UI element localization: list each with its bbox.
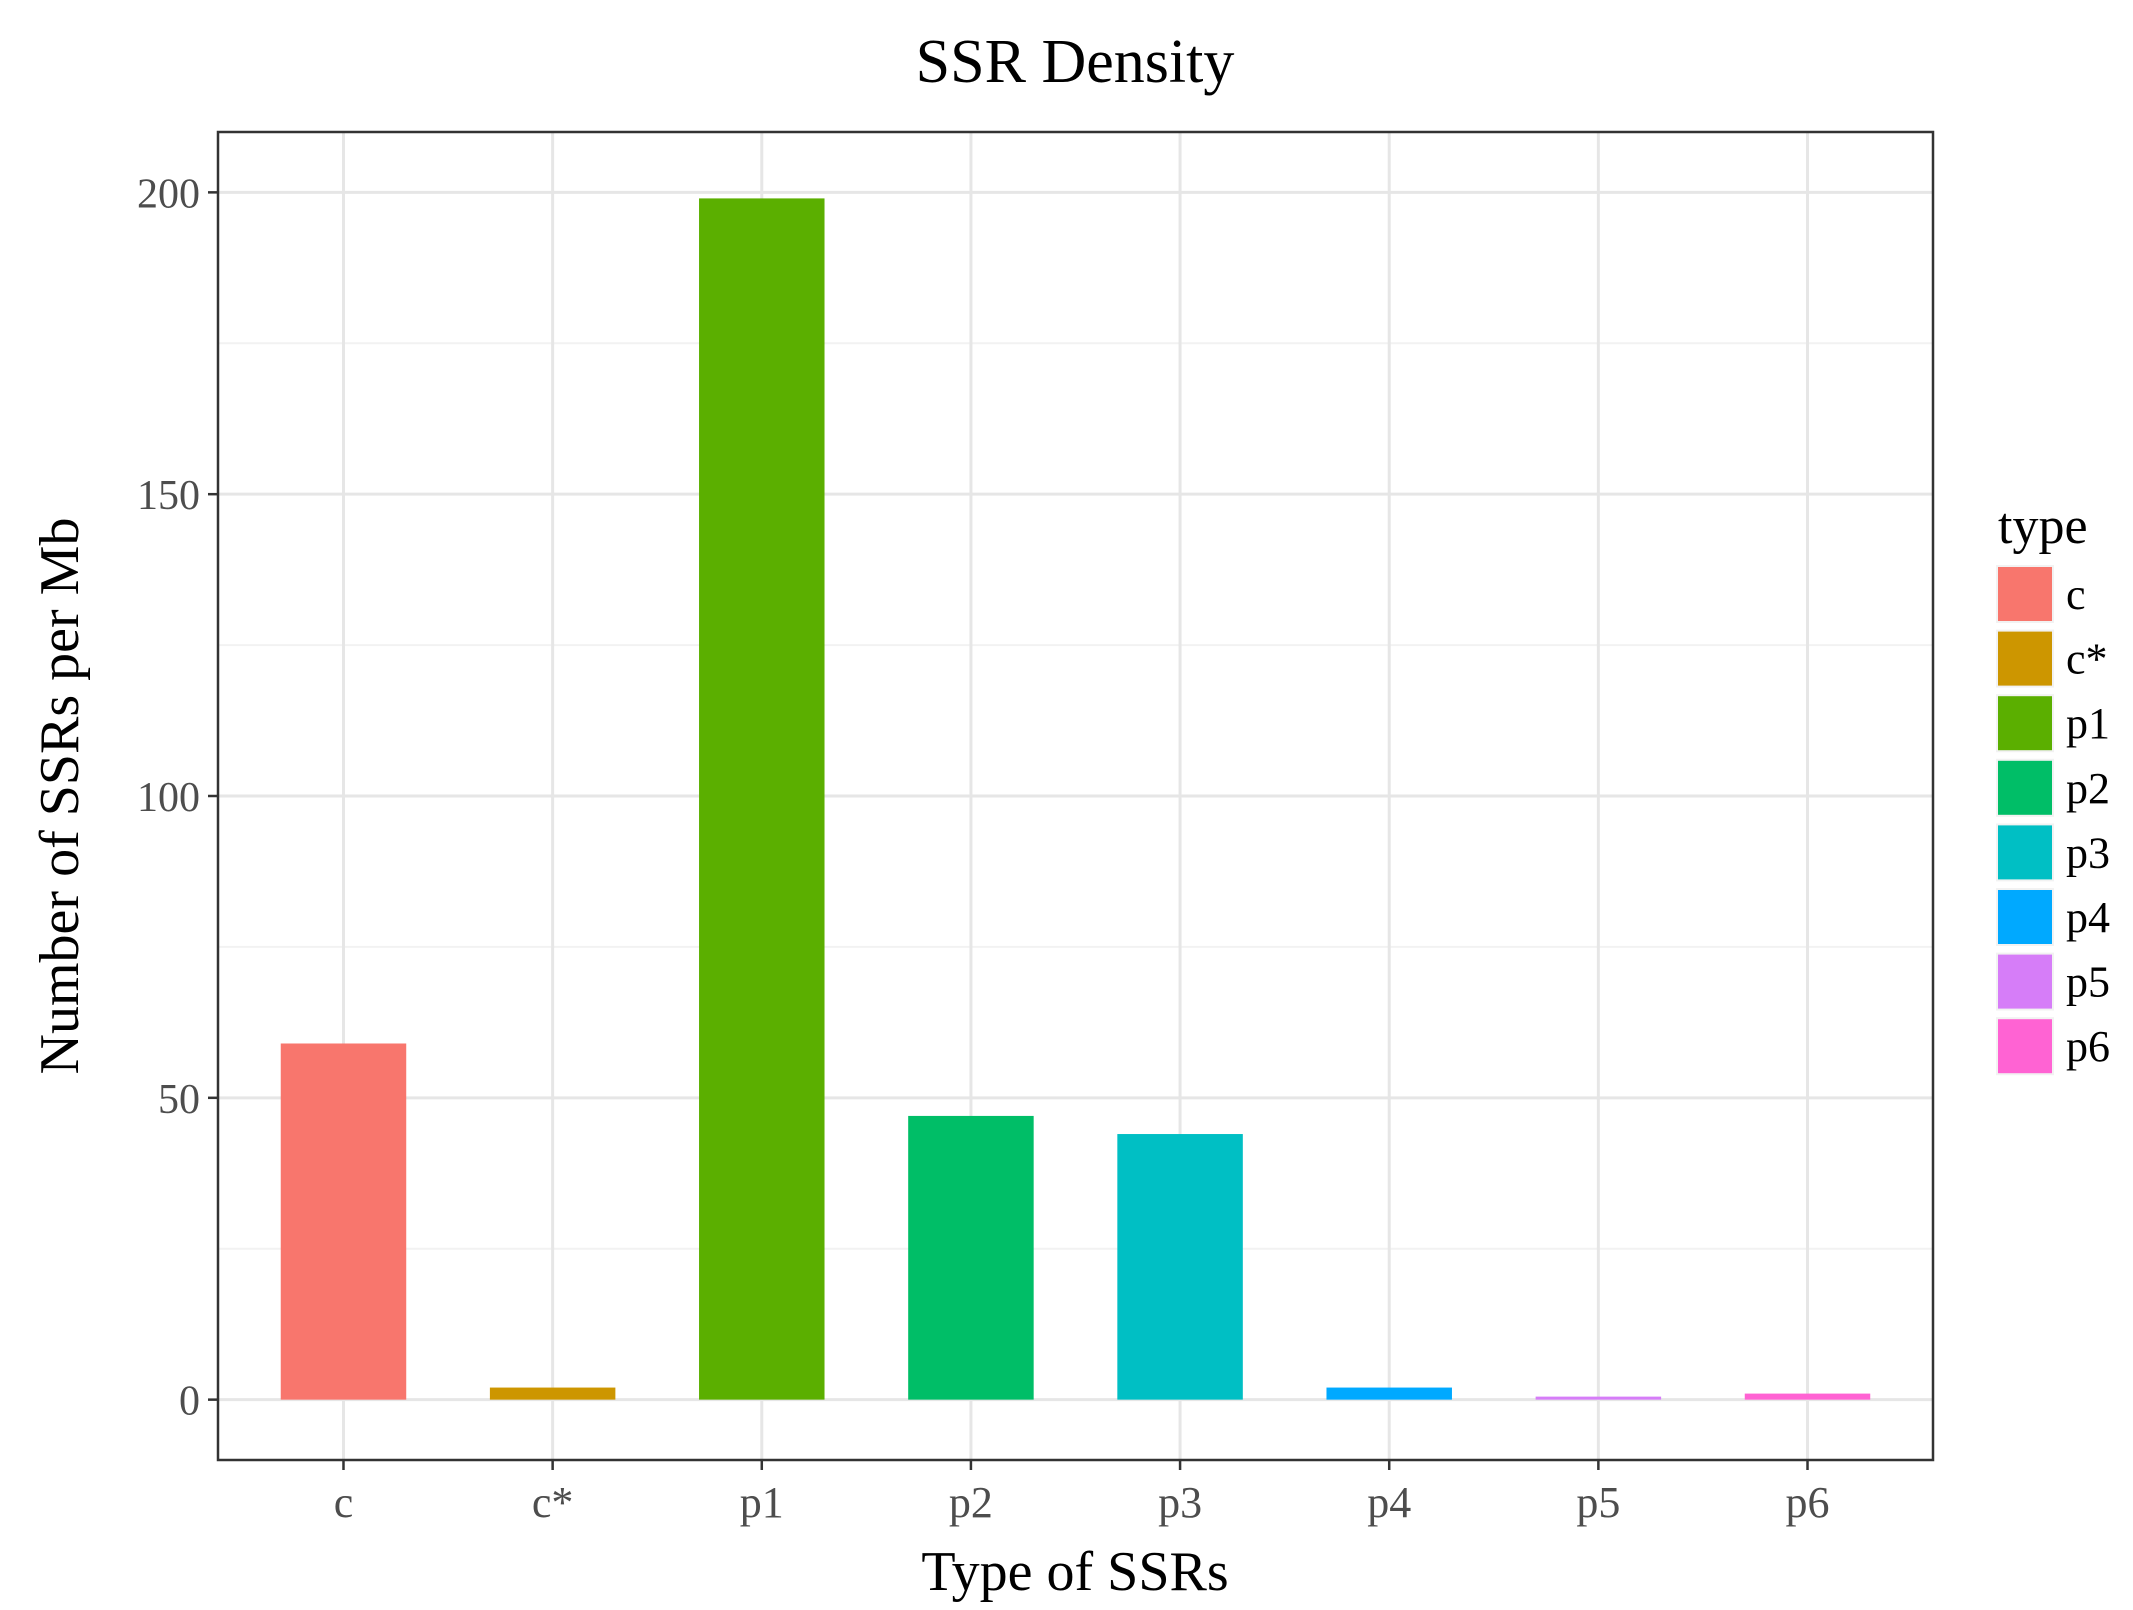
- x-tick-label: p4: [1367, 1478, 1411, 1527]
- legend: type c c* p1 p2 p3 p4 p5 p6: [1996, 498, 2110, 1076]
- y-axis: 0 50 100 150 200: [137, 171, 218, 1425]
- legend-label: p1: [2066, 699, 2110, 748]
- bar-p5: [1535, 1396, 1662, 1400]
- y-tick-label: 200: [137, 171, 200, 217]
- legend-swatch-p2: [1998, 760, 2052, 815]
- legend-label: p6: [2066, 1022, 2110, 1071]
- bar-p2: [908, 1115, 1034, 1400]
- legend-swatch-p4: [1998, 890, 2052, 944]
- x-axis-title: Type of SSRs: [921, 1541, 1228, 1603]
- legend-swatch-p5: [1998, 954, 2052, 1009]
- legend-swatch-c: [1998, 567, 2052, 621]
- x-tick-label: p3: [1158, 1478, 1202, 1527]
- legend-label: p5: [2066, 958, 2110, 1007]
- legend-items: c c* p1 p2 p3 p4 p5 p6: [1996, 565, 2110, 1076]
- chart-title: SSR Density: [916, 28, 1235, 96]
- legend-label: c: [2066, 570, 2086, 619]
- bar-p3: [1117, 1134, 1243, 1400]
- bar-c*: [489, 1387, 616, 1400]
- bar-p1: [699, 198, 825, 1400]
- bar-p6: [1744, 1393, 1871, 1400]
- bars: [280, 198, 1871, 1400]
- legend-label: p4: [2066, 893, 2110, 942]
- y-axis-title: Number of SSRs per Mb: [29, 518, 91, 1075]
- legend-title: type: [1998, 498, 2088, 555]
- x-tick-label: p5: [1576, 1478, 1620, 1527]
- x-tick-label: p2: [949, 1478, 993, 1527]
- legend-swatch-p1: [1998, 696, 2052, 751]
- x-tick-label: c*: [532, 1478, 574, 1527]
- y-tick-label: 100: [137, 775, 200, 821]
- legend-label: c*: [2066, 635, 2108, 684]
- legend-label: p2: [2066, 764, 2110, 813]
- bar-p4: [1326, 1387, 1452, 1400]
- legend-label: p3: [2066, 828, 2110, 877]
- legend-swatch-c*: [1998, 631, 2052, 686]
- x-axis: c c* p1 p2 p3 p4 p5 p6: [334, 1460, 1830, 1527]
- legend-swatch-p3: [1998, 825, 2052, 880]
- x-tick-label: p1: [740, 1478, 784, 1527]
- bar-c: [280, 1043, 407, 1400]
- y-tick-label: 150: [137, 473, 200, 519]
- x-tick-label: p6: [1786, 1478, 1830, 1527]
- x-tick-label: c: [334, 1478, 354, 1527]
- legend-swatch-p6: [1998, 1019, 2052, 1074]
- y-tick-label: 50: [158, 1077, 200, 1123]
- y-tick-label: 0: [179, 1379, 200, 1425]
